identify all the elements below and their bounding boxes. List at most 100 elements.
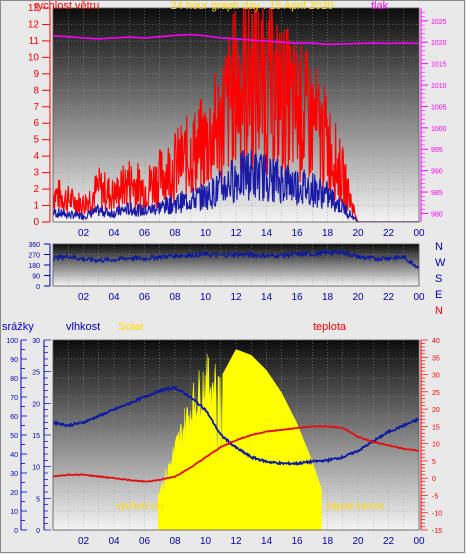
x-tick-label: 22	[383, 536, 395, 547]
pressure-line	[53, 33, 419, 46]
wind-speed-label: rychlost větru	[34, 0, 99, 12]
temperature-tick-label: -15	[432, 528, 442, 535]
humidity-tick-label: 5	[36, 496, 40, 503]
wind-tick-label: 6	[33, 118, 39, 129]
x-tick-label: 08	[169, 292, 181, 303]
wind-tick-label: 5	[33, 135, 39, 146]
compass-w: W	[435, 257, 446, 269]
x-tick-label: 04	[108, 292, 120, 303]
x-tick-label: 00	[413, 228, 425, 239]
direction-tick-label: 270	[28, 253, 40, 260]
pressure-tick-label: 1005	[431, 104, 447, 111]
temperature-tick-label: 5	[432, 459, 436, 466]
temperature-tick-label: -5	[432, 493, 438, 500]
rain-tick-label: 100	[6, 338, 18, 345]
x-tick-label: 04	[108, 536, 120, 547]
rain-tick-label: 80	[10, 376, 18, 383]
humidity-tick-label: 10	[32, 465, 40, 472]
humidity-tick-label: 15	[32, 433, 40, 440]
pressure-tick-label: 990	[431, 169, 443, 176]
x-tick-label: 16	[291, 292, 303, 303]
x-tick-label: 00	[413, 536, 425, 547]
pressure-tick-label: 985	[431, 190, 443, 197]
x-tick-label: 14	[261, 292, 273, 303]
solar-radiation-area	[157, 349, 322, 530]
solar-area	[157, 349, 322, 530]
chart-title: 24 hour graph day . 15 April 2020	[171, 0, 334, 12]
x-tick-label: 06	[139, 536, 151, 547]
x-tick-label: 12	[230, 536, 242, 547]
wind-tick-label: 13	[28, 3, 40, 14]
wind-tick-label: 0	[33, 217, 39, 228]
humidity-tick-label: 30	[32, 338, 40, 345]
direction-series	[53, 248, 419, 270]
pressure-tick-label: 1025	[431, 19, 447, 26]
x-tick-label: 18	[322, 292, 334, 303]
temperature-tick-label: 35	[432, 355, 440, 362]
temperature-tick-label: 20	[432, 407, 440, 414]
wind-speed-line	[53, 8, 419, 222]
bottom-series	[53, 385, 419, 483]
humidity-line	[53, 385, 419, 467]
x-tick-label: 18	[322, 228, 334, 239]
x-tick-label: 22	[383, 292, 395, 303]
rain-tick-label: 90	[10, 357, 18, 364]
wind-tick-label: 9	[33, 69, 39, 80]
direction-tick-label: 180	[28, 263, 40, 270]
pressure-tick-label: 1000	[431, 126, 447, 133]
wind-tick-label: 3	[33, 168, 39, 179]
x-tick-label: 20	[352, 292, 364, 303]
x-tick-label: 08	[169, 536, 181, 547]
x-tick-label: 06	[139, 228, 151, 239]
compass-e: E	[435, 289, 442, 301]
solar-label: Solar	[118, 321, 144, 333]
x-tick-label: 02	[78, 228, 90, 239]
x-tick-label: 02	[78, 292, 90, 303]
x-tick-label: 16	[291, 228, 303, 239]
wind-tick-label: 2	[33, 184, 39, 195]
panel-border	[52, 7, 420, 223]
x-tick-label: 10	[200, 536, 212, 547]
x-tick-label: 12	[230, 292, 242, 303]
temperature-line	[53, 425, 419, 483]
rain-tick-label: 30	[10, 471, 18, 478]
temperature-tick-label: 40	[432, 338, 440, 345]
rain-label: srážky	[2, 321, 34, 333]
rain-tick-label: 70	[10, 395, 18, 402]
direction-tick-label: 90	[32, 274, 40, 281]
pressure-tick-label: 980	[431, 211, 443, 218]
wind-tick-label: 1	[33, 201, 39, 212]
humidity-tick-label: 25	[32, 370, 40, 377]
pressure-label: tlak	[371, 0, 389, 12]
x-tick-label: 02	[78, 536, 90, 547]
panel-border	[52, 339, 420, 531]
rain-tick-label: 10	[10, 509, 18, 516]
compass-s: S	[435, 273, 442, 285]
temperature-tick-label: 15	[432, 424, 440, 431]
wind-tick-label: 11	[29, 36, 40, 47]
x-tick-label: 22	[383, 228, 395, 239]
x-tick-label: 08	[169, 228, 181, 239]
humidity-tick-label: 20	[32, 401, 40, 408]
pressure-tick-label: 1015	[431, 62, 447, 69]
rain-tick-label: 60	[10, 414, 18, 421]
humidity-label: vlhkost	[66, 321, 100, 333]
wind-tick-label: 10	[28, 52, 40, 63]
wind-direction-line	[53, 248, 419, 270]
x-tick-label: 20	[352, 228, 364, 239]
temperature-tick-label: 25	[432, 390, 440, 397]
rain-tick-label: 20	[10, 490, 18, 497]
wind-tick-label: 7	[33, 102, 39, 113]
sunrise-label: východ slu	[116, 501, 163, 512]
x-tick-label: 14	[261, 228, 273, 239]
x-tick-label: 10	[200, 292, 212, 303]
pressure-tick-label: 1010	[431, 83, 447, 90]
temperature-tick-label: 10	[432, 442, 440, 449]
humidity-tick-label: 0	[36, 528, 40, 535]
direction-tick-label: 360	[28, 242, 40, 249]
x-tick-label: 16	[291, 536, 303, 547]
x-tick-label: 12	[230, 228, 242, 239]
temperature-tick-label: 0	[432, 476, 436, 483]
pressure-tick-label: 995	[431, 147, 443, 154]
